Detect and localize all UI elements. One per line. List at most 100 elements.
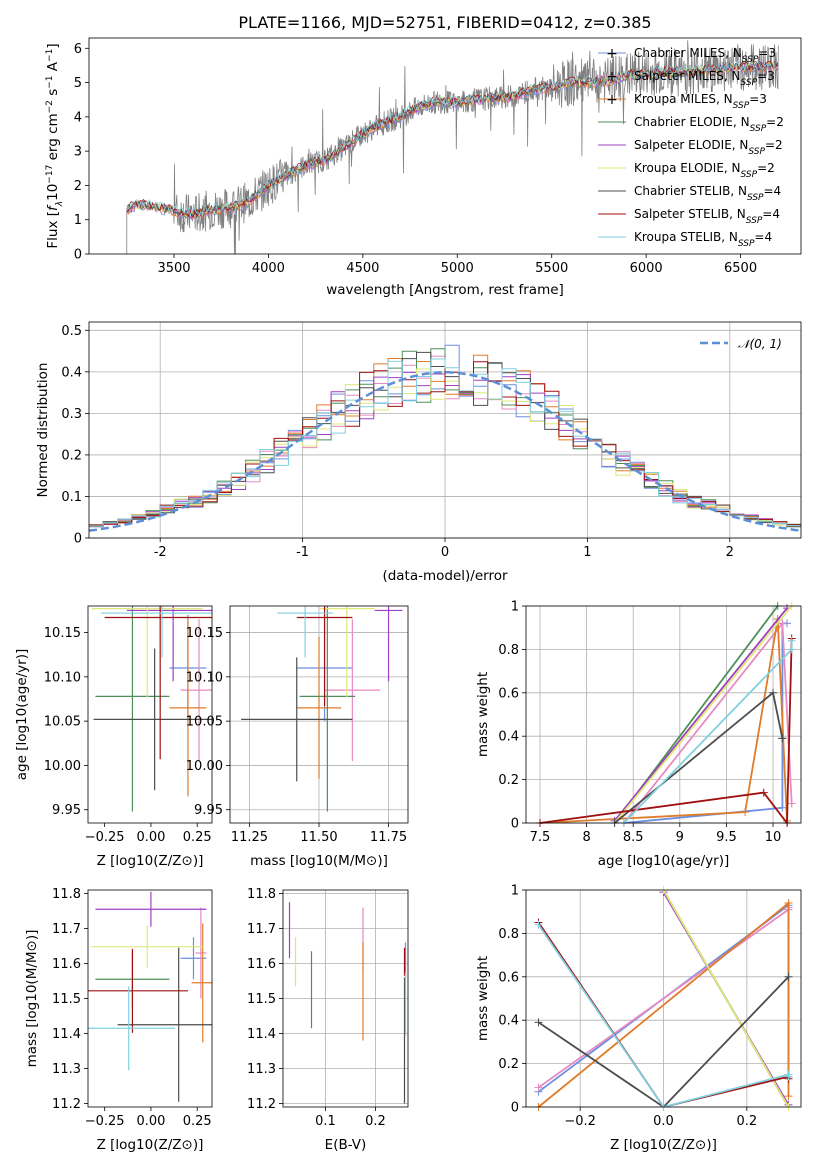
errorbar-point-salpeter_elodie: [374, 606, 403, 682]
series-marker-salpeter_miles: [534, 1083, 543, 1092]
errorbar-point-salpeter_stelib: [88, 948, 188, 1033]
x-axis-label: age [log10(age/yr)]: [598, 853, 730, 869]
legend-label-chabrier_elodie-part: SSP: [750, 124, 767, 134]
errorbar-point-chabrier_stelib: [117, 947, 212, 1102]
errorbar-point-kroupa_stelib: [277, 606, 333, 658]
y-axis-label-part: −1: [45, 75, 55, 88]
errorbar-point-chabrier_elodie: [95, 606, 170, 812]
x-axis-label: E(B-V): [325, 1137, 367, 1153]
legend-label-salpeter_stelib-part: =4: [762, 207, 780, 221]
y-axis-label: Flux [fλ10−17 erg cm−2 s−1 A−1]: [45, 43, 65, 248]
series-marker-kroupa_miles: [741, 808, 750, 817]
x-tick-label: 10: [765, 830, 782, 845]
model-spectrum-kroupa_stelib: [126, 59, 779, 217]
x-tick-label: 4000: [252, 261, 285, 276]
x-axis-label: (data-model)/error: [382, 568, 508, 584]
histogram-salpeter_stelib: [89, 361, 801, 529]
x-tick-label: 9: [676, 830, 684, 845]
y-axis-label-part: s: [45, 89, 61, 100]
y-axis-label-part: −17: [45, 165, 55, 184]
errorbar-point-salpeter_elodie: [95, 891, 207, 927]
x-tick-label: -1: [296, 545, 309, 560]
x-tick-label: −0.2: [564, 1114, 596, 1129]
y-axis-label: Normed distribution: [35, 363, 51, 498]
errorbar-point-kroupa_elodie: [91, 606, 203, 698]
y-axis-label: mass weight: [475, 956, 491, 1041]
spectrum-frame: [88, 37, 802, 255]
series-marker-kroupa_stelib: [787, 636, 796, 645]
y-tick-label: 10.05: [44, 715, 81, 730]
y-tick-label: 0.2: [498, 773, 519, 788]
errorbar-point-kroupa_stelib: [100, 606, 212, 658]
x-tick-label: 2: [726, 545, 734, 560]
legend-label-kroupa_stelib-part: =4: [754, 230, 772, 244]
y-tick-label: 11.4: [52, 1027, 81, 1042]
y-axis-label-part: erg cm: [45, 113, 61, 164]
y-tick-label: 10.10: [186, 670, 223, 685]
legend-label-salpeter_elodie: Salpeter ELODIE, NSSP=2: [634, 138, 783, 157]
y-tick-label: 0: [74, 532, 82, 547]
legend-label-salpeter_miles-part: =3: [757, 69, 775, 83]
x-tick-label: 0.2: [365, 1114, 386, 1129]
errorbar-point-salpeter_miles: [180, 619, 212, 761]
errorbar-point-salpeter_miles: [195, 907, 207, 999]
y-tick-label: 11.5: [52, 992, 81, 1007]
x-tick-label: 0.0: [653, 1114, 674, 1129]
y-tick-label: 11.2: [247, 1097, 276, 1112]
y-axis-label-part: f: [45, 204, 61, 211]
x-axis-label: Z [log10(Z/Z⊙)]: [97, 853, 204, 869]
y-tick-label: 0.4: [61, 365, 82, 380]
y-tick-label: 0.1: [61, 490, 82, 505]
x-tick-label: 6500: [724, 261, 757, 276]
errorbar-point-chabrier_stelib: [241, 657, 353, 782]
legend-label-salpeter_stelib: Salpeter STELIB, NSSP=4: [634, 207, 780, 226]
y-tick-label: 11.8: [52, 887, 81, 902]
legend-label-kroupa_miles: Kroupa MILES, NSSP=3: [634, 92, 767, 111]
series-line-chabrier_stelib: [537, 976, 790, 1109]
legend-marker: +: [606, 69, 618, 85]
y-tick-label: 11.4: [247, 1027, 276, 1042]
y-axis-label-part: Flux [: [45, 211, 61, 249]
legend-label-chabrier_elodie-part: =2: [766, 115, 784, 129]
legend-label-salpeter_stelib-part: SSP: [746, 216, 763, 226]
y-tick-label: 1: [74, 213, 82, 228]
age_vs_mass-frame: [229, 605, 409, 824]
data-spectrum-line: [126, 40, 779, 254]
y-tick-label: 11.3: [247, 1062, 276, 1077]
legend-label-chabrier_stelib-part: =4: [764, 184, 782, 198]
legend-label-kroupa_miles-part: SSP: [733, 101, 750, 111]
y-tick-label: 9.95: [194, 803, 223, 818]
legend-label-kroupa_stelib: Kroupa STELIB, NSSP=4: [634, 230, 772, 249]
y-tick-label: 0.2: [498, 1057, 519, 1072]
y-tick-label: 3: [74, 145, 82, 160]
legend-label-chabrier_elodie: Chabrier ELODIE, NSSP=2: [634, 115, 784, 134]
y-tick-label: 1: [511, 884, 519, 899]
x-tick-label: 0.00: [136, 830, 165, 845]
y-tick-label: 10.00: [186, 759, 223, 774]
legend-label-kroupa_elodie-part: Kroupa ELODIE, N: [634, 161, 741, 175]
errorbar-point-kroupa_miles: [191, 923, 212, 1043]
legend-label-normal: 𝒩(0, 1): [738, 337, 782, 351]
legend-label-kroupa_stelib-part: SSP: [738, 239, 755, 249]
normal-curve-line: [89, 371, 801, 532]
x-tick-label: −0.25: [85, 830, 125, 845]
x-tick-label: 5000: [441, 261, 474, 276]
series-marker-kroupa_stelib: [787, 645, 796, 654]
legend-label-chabrier_stelib-part: Chabrier STELIB, N: [634, 184, 747, 198]
y-axis-label: mass [log10(M/M⊙)]: [24, 930, 40, 1068]
legend-label-chabrier_elodie-part: Chabrier ELODIE, N: [634, 115, 750, 129]
x-axis-label: Z [log10(Z/Z⊙)]: [97, 1137, 204, 1153]
chart-title: PLATE=1166, MJD=52751, FIBERID=0412, z=0…: [238, 13, 651, 32]
y-tick-label: 10.15: [44, 626, 81, 641]
legend-marker: +: [606, 46, 618, 62]
errorbar-point-kroupa_elodie: [91, 925, 203, 968]
x-tick-label: 1: [583, 545, 591, 560]
spectrum-axes: 3500 4000 4500 5000 5500 6000 6500 0 1 2 3 4 5 6: [74, 42, 757, 276]
y-axis-label-part: −1: [45, 49, 55, 62]
x-tick-label: 7.5: [530, 830, 551, 845]
y-tick-label: 1: [511, 600, 519, 615]
errorbar-point-salpeter_stelib: [104, 606, 212, 760]
y-tick-label: 10.05: [186, 715, 223, 730]
mass_vs_ebv-axes: 0.1 0.2 11.2 11.3 11.4 11.5 11.6 11.7 11.8: [247, 887, 408, 1129]
